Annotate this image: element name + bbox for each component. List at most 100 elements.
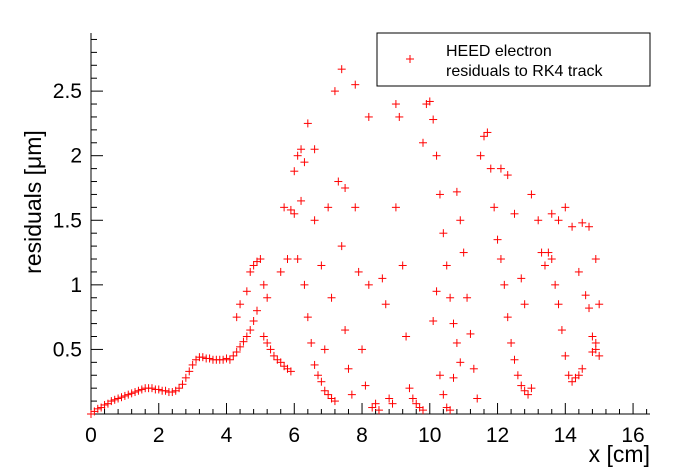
data-point — [540, 261, 549, 270]
data-point — [510, 355, 519, 364]
data-point — [429, 317, 438, 326]
data-point — [368, 403, 377, 412]
data-point — [547, 255, 556, 264]
data-point — [300, 280, 309, 289]
data-point — [496, 164, 505, 173]
data-point — [456, 216, 465, 225]
x-axis-title: x [cm] — [589, 441, 650, 467]
data-point — [259, 280, 268, 289]
data-point — [269, 351, 278, 360]
legend-entry-1: HEED electron — [446, 43, 552, 60]
data-point — [378, 274, 387, 283]
data-point — [381, 300, 390, 309]
data-point — [154, 385, 163, 394]
data-point — [395, 112, 404, 121]
data-point — [290, 209, 299, 218]
data-point — [229, 351, 238, 360]
data-point — [344, 364, 353, 373]
data-point — [185, 367, 194, 376]
data-point — [93, 404, 102, 413]
data-point — [303, 119, 312, 128]
data-point — [557, 326, 566, 335]
data-point — [354, 267, 363, 276]
data-point — [452, 187, 461, 196]
data-point — [364, 112, 373, 121]
data-point — [347, 390, 356, 399]
data-point — [463, 293, 472, 302]
data-point — [114, 394, 123, 403]
data-point — [175, 384, 184, 393]
data-points — [87, 65, 604, 418]
data-point — [591, 255, 600, 264]
data-point — [364, 280, 373, 289]
data-point — [490, 203, 499, 212]
x-tick-label: 8 — [356, 424, 368, 447]
data-point — [297, 196, 306, 205]
data-point — [293, 255, 302, 264]
data-point — [293, 151, 302, 160]
data-point — [466, 329, 475, 338]
y-tick-label: 1 — [70, 274, 82, 297]
data-point — [147, 384, 156, 393]
data-point — [222, 354, 231, 363]
data-point — [290, 167, 299, 176]
data-point — [503, 313, 512, 322]
x-tick-label: 12 — [486, 424, 509, 447]
data-point — [585, 222, 594, 231]
data-point — [330, 87, 339, 96]
data-point — [402, 332, 411, 341]
data-point — [534, 216, 543, 225]
data-point — [446, 406, 455, 415]
data-point — [568, 222, 577, 231]
data-point — [337, 242, 346, 251]
data-point — [588, 348, 597, 357]
data-point — [374, 406, 383, 415]
data-point — [310, 145, 319, 154]
data-point — [232, 313, 241, 322]
legend-box — [376, 32, 651, 87]
data-point — [283, 255, 292, 264]
data-point — [198, 353, 207, 362]
data-point — [412, 399, 421, 408]
data-point — [263, 293, 272, 302]
data-point — [405, 384, 414, 393]
data-point — [527, 384, 536, 393]
data-point — [503, 171, 512, 180]
data-point — [246, 326, 255, 335]
data-point — [249, 317, 258, 326]
data-point — [388, 399, 397, 408]
y-tick-label: 1.5 — [53, 209, 82, 232]
data-point — [585, 304, 594, 313]
data-point — [588, 332, 597, 341]
data-point — [419, 138, 428, 147]
y-axis-ticks: 0.5 1 1.5 2 2.5 — [53, 38, 103, 402]
data-point — [239, 337, 248, 346]
data-point — [297, 145, 306, 154]
data-point — [178, 380, 187, 389]
data-point — [449, 373, 458, 382]
plot-frame — [90, 33, 650, 415]
data-point — [205, 354, 214, 363]
data-point — [327, 293, 336, 302]
data-point — [330, 397, 339, 406]
data-point — [473, 394, 482, 403]
x-tick-label: 14 — [554, 424, 578, 447]
y-tick-label: 0.5 — [53, 338, 82, 361]
x-tick-label: 4 — [221, 424, 233, 447]
data-point — [134, 386, 143, 395]
data-point — [578, 364, 587, 373]
data-point — [520, 300, 529, 309]
data-point — [307, 338, 316, 347]
data-point — [324, 390, 333, 399]
data-point — [520, 386, 529, 395]
data-point — [439, 390, 448, 399]
data-point — [263, 338, 272, 347]
data-point — [486, 164, 495, 173]
y-tick-label: 2 — [70, 145, 82, 168]
data-point — [137, 385, 146, 394]
legend-marker-icon — [406, 55, 414, 63]
data-point — [517, 381, 526, 390]
data-point — [517, 274, 526, 283]
data-point — [337, 65, 346, 74]
